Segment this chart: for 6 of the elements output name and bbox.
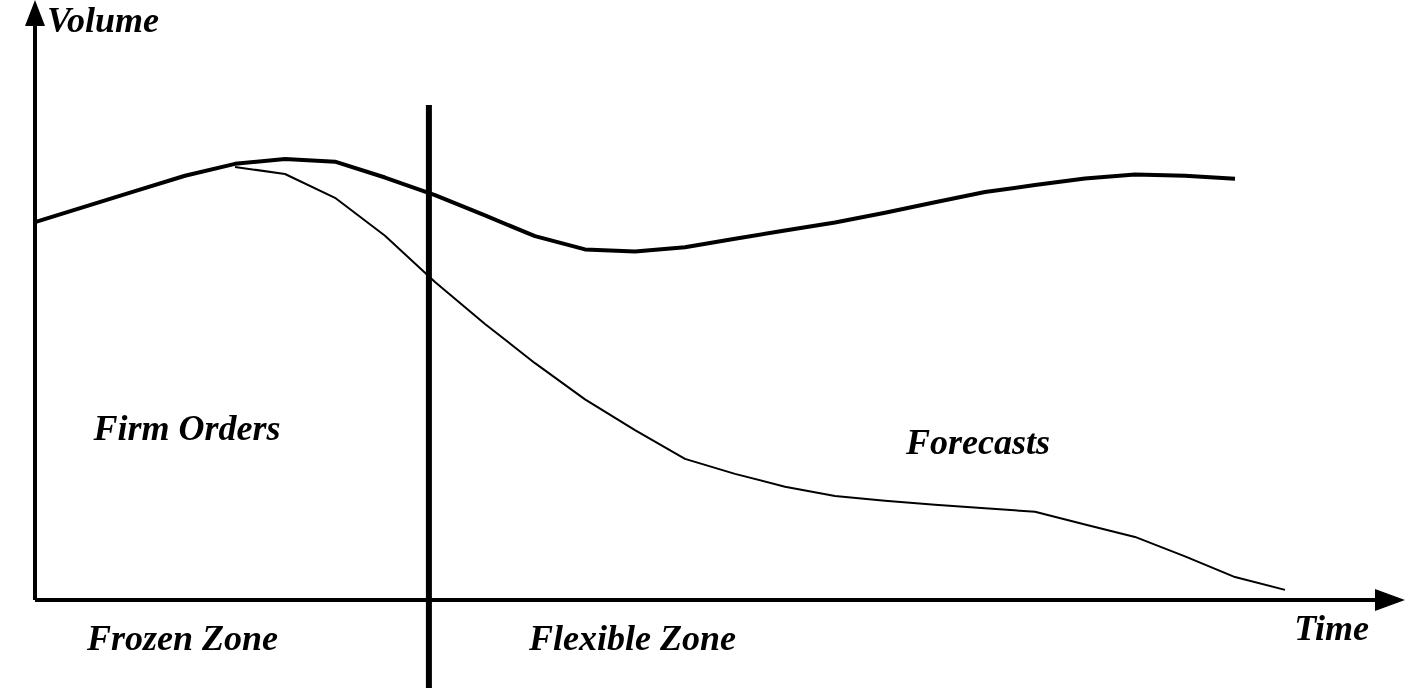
- annotation: Firm Orders: [92, 408, 281, 449]
- annotation: Forecasts: [905, 421, 1050, 462]
- text: Frozen Zone: [86, 618, 279, 658]
- x-axis-title: Time: [1294, 608, 1370, 648]
- text: Flexible Zone: [528, 618, 736, 658]
- y-axis-title: Volume: [47, 0, 160, 40]
